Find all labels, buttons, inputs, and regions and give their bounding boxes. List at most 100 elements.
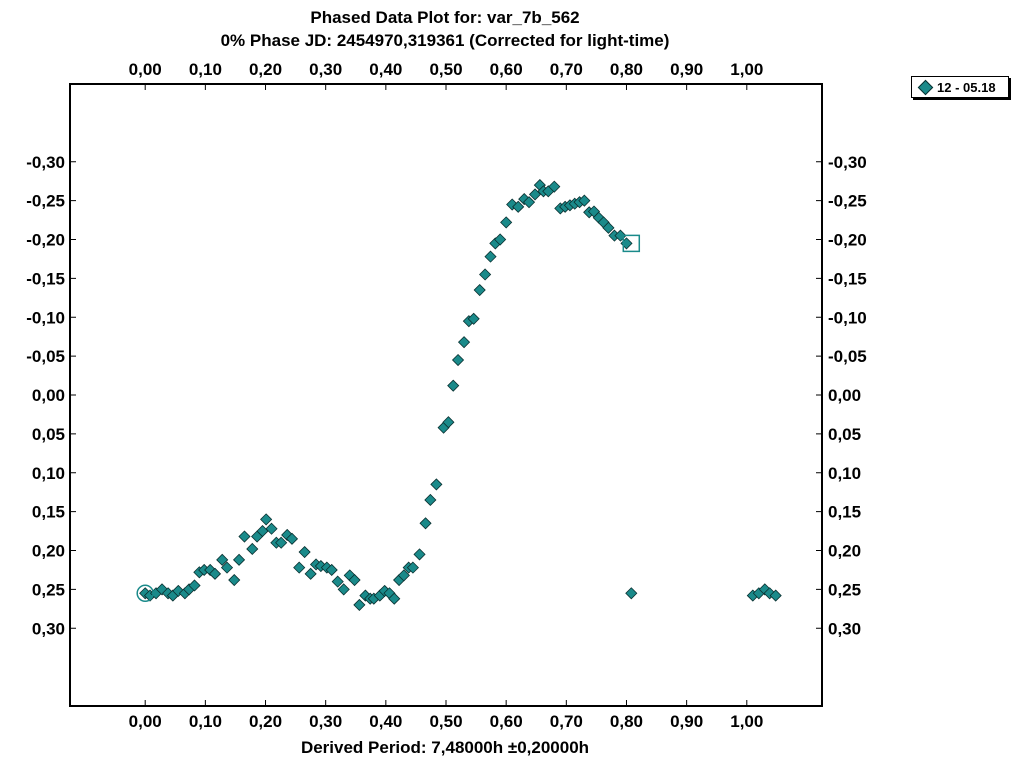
data-point xyxy=(419,517,432,530)
data-point xyxy=(479,268,492,281)
y-tick-label-left: 0,30 xyxy=(32,619,65,638)
data-point xyxy=(494,233,507,246)
x-tick-label-bottom: 0,50 xyxy=(429,712,462,731)
data-point xyxy=(406,561,419,574)
data-point xyxy=(512,200,525,213)
y-tick-label-left: -0,15 xyxy=(26,269,65,288)
data-point xyxy=(331,575,344,588)
y-tick-label-left: 0,25 xyxy=(32,580,65,599)
x-tick-label-top: 0,90 xyxy=(670,60,703,79)
y-tick-label-left: -0,10 xyxy=(26,308,65,327)
x-tick-label-top: 0,10 xyxy=(189,60,222,79)
y-tick-label-left: -0,05 xyxy=(26,347,65,366)
x-tick-label-top: 0,30 xyxy=(309,60,342,79)
x-tick-label-top: 0,00 xyxy=(129,60,162,79)
data-point xyxy=(473,283,486,297)
data-point xyxy=(522,196,536,209)
y-tick-label-right: -0,30 xyxy=(828,153,867,172)
data-point xyxy=(337,583,350,596)
data-point xyxy=(348,573,361,587)
data-point xyxy=(447,379,460,392)
data-point xyxy=(397,569,410,582)
data-point xyxy=(304,567,317,580)
y-tick-label-left: 0,20 xyxy=(32,542,65,561)
data-point xyxy=(238,530,251,543)
legend: 12 - 05.18 xyxy=(911,76,1009,98)
last-point-square-marker xyxy=(622,234,641,253)
x-tick-label-bottom: 0,00 xyxy=(129,712,162,731)
y-tick-label-left: -0,30 xyxy=(26,153,65,172)
x-tick-label-top: 0,50 xyxy=(429,60,462,79)
x-tick-label-top: 1,00 xyxy=(730,60,763,79)
x-tick-label-bottom: 0,80 xyxy=(610,712,643,731)
data-point xyxy=(578,194,591,207)
data-point xyxy=(769,589,782,602)
x-tick-label-top: 0,80 xyxy=(610,60,643,79)
x-tick-label-top: 0,70 xyxy=(550,60,583,79)
data-point xyxy=(484,250,497,263)
data-point xyxy=(216,553,229,566)
y-tick-label-right: -0,15 xyxy=(828,269,867,288)
y-tick-label-right: 0,25 xyxy=(828,580,861,599)
y-tick-label-left: 0,10 xyxy=(32,464,65,483)
data-point xyxy=(298,545,311,559)
y-tick-label-right: 0,15 xyxy=(828,503,861,522)
data-point xyxy=(500,216,513,229)
x-tick-label-bottom: 1,00 xyxy=(730,712,763,731)
data-point xyxy=(325,563,338,577)
y-tick-label-right: 0,30 xyxy=(828,619,861,638)
y-tick-label-right: -0,25 xyxy=(828,192,867,211)
y-tick-label-left: -0,20 xyxy=(26,231,65,250)
x-tick-label-bottom: 0,10 xyxy=(189,712,222,731)
y-tick-label-left: 0,00 xyxy=(32,386,65,405)
y-tick-label-right: -0,05 xyxy=(828,347,867,366)
x-tick-label-bottom: 0,90 xyxy=(670,712,703,731)
data-point xyxy=(293,561,306,574)
x-tick-label-top: 0,40 xyxy=(369,60,402,79)
y-tick-label-right: 0,10 xyxy=(828,464,861,483)
y-tick-label-left: 0,05 xyxy=(32,425,65,444)
y-tick-label-right: -0,10 xyxy=(828,308,867,327)
x-tick-label-top: 0,20 xyxy=(249,60,282,79)
x-tick-label-bottom: 0,40 xyxy=(369,712,402,731)
plot-frame xyxy=(69,83,823,707)
y-tick-label-right: -0,20 xyxy=(828,231,867,250)
data-point xyxy=(451,353,465,367)
data-point xyxy=(220,561,234,574)
x-tick-label-bottom: 0,60 xyxy=(490,712,523,731)
data-point xyxy=(424,493,437,507)
chart-title: Phased Data Plot for: var_7b_562 xyxy=(310,8,580,27)
data-point xyxy=(246,542,259,556)
data-point xyxy=(442,416,455,429)
x-axis-label: Derived Period: 7,48000h ±0,20000h xyxy=(300,738,590,757)
x-tick-label-top: 0,60 xyxy=(490,60,523,79)
legend-diamond-icon xyxy=(917,79,934,95)
data-point xyxy=(285,532,299,545)
y-tick-label-right: 0,05 xyxy=(828,425,861,444)
data-point xyxy=(228,573,241,587)
y-tick-label-right: 0,00 xyxy=(828,386,861,405)
data-point xyxy=(265,522,278,535)
x-tick-label-bottom: 0,30 xyxy=(309,712,342,731)
chart-subtitle: 0% Phase JD: 2454970,319361 (Corrected f… xyxy=(220,31,670,50)
data-point xyxy=(275,536,288,549)
y-tick-label-left: 0,15 xyxy=(32,503,65,522)
y-tick-label-right: 0,20 xyxy=(828,542,861,561)
data-point xyxy=(188,579,201,592)
data-point xyxy=(208,567,222,580)
data-point xyxy=(353,598,366,611)
first-point-circle-marker xyxy=(136,584,154,603)
y-tick-label-left: -0,25 xyxy=(26,192,65,211)
data-point xyxy=(260,513,273,526)
data-point xyxy=(625,587,638,600)
data-point xyxy=(457,336,471,349)
data-point xyxy=(232,553,246,566)
data-point xyxy=(430,478,443,491)
x-tick-label-bottom: 0,20 xyxy=(249,712,282,731)
data-point xyxy=(413,548,426,561)
legend-label: 12 - 05.18 xyxy=(937,79,996,95)
series-points xyxy=(139,179,782,611)
data-point xyxy=(467,312,480,325)
data-point xyxy=(388,592,401,605)
